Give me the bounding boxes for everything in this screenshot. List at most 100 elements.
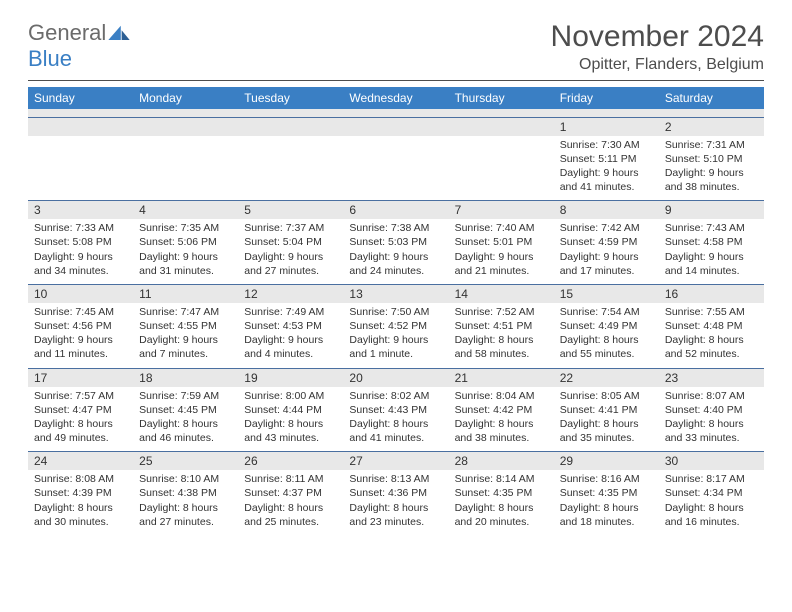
daylight-text-1: Daylight: 8 hours xyxy=(34,501,127,515)
daylight-text-1: Daylight: 9 hours xyxy=(139,333,232,347)
day-number-cell: 25 xyxy=(133,452,238,471)
day-number-cell: 13 xyxy=(343,284,448,303)
day-number-cell xyxy=(449,117,554,136)
daylight-text-2: and 33 minutes. xyxy=(665,431,758,445)
day-number-cell: 21 xyxy=(449,368,554,387)
daynum-row: 12 xyxy=(28,117,764,136)
daylight-text-1: Daylight: 9 hours xyxy=(560,250,653,264)
daylight-text-1: Daylight: 9 hours xyxy=(34,333,127,347)
sunrise-text: Sunrise: 8:11 AM xyxy=(244,472,337,486)
day-number-cell: 24 xyxy=(28,452,133,471)
day-detail-cell: Sunrise: 7:50 AMSunset: 4:52 PMDaylight:… xyxy=(343,303,448,368)
day-number-cell: 11 xyxy=(133,284,238,303)
day-number-cell: 5 xyxy=(238,201,343,220)
daylight-text-2: and 38 minutes. xyxy=(665,180,758,194)
day-number-cell: 7 xyxy=(449,201,554,220)
sunset-text: Sunset: 4:36 PM xyxy=(349,486,442,500)
day-detail-cell: Sunrise: 8:11 AMSunset: 4:37 PMDaylight:… xyxy=(238,470,343,535)
sunset-text: Sunset: 4:58 PM xyxy=(665,235,758,249)
daylight-text-1: Daylight: 8 hours xyxy=(455,501,548,515)
day-detail-cell: Sunrise: 7:47 AMSunset: 4:55 PMDaylight:… xyxy=(133,303,238,368)
day-detail-cell: Sunrise: 8:05 AMSunset: 4:41 PMDaylight:… xyxy=(554,387,659,452)
day-number-cell: 19 xyxy=(238,368,343,387)
day-number-cell: 26 xyxy=(238,452,343,471)
sunset-text: Sunset: 4:51 PM xyxy=(455,319,548,333)
daylight-text-1: Daylight: 9 hours xyxy=(455,250,548,264)
sunset-text: Sunset: 5:11 PM xyxy=(560,152,653,166)
sunrise-text: Sunrise: 8:07 AM xyxy=(665,389,758,403)
daylight-text-1: Daylight: 8 hours xyxy=(139,501,232,515)
day-detail-cell xyxy=(133,136,238,201)
sunrise-text: Sunrise: 8:02 AM xyxy=(349,389,442,403)
daylight-text-2: and 30 minutes. xyxy=(34,515,127,529)
daylight-text-1: Daylight: 8 hours xyxy=(349,417,442,431)
daylight-text-2: and 25 minutes. xyxy=(244,515,337,529)
sunset-text: Sunset: 4:37 PM xyxy=(244,486,337,500)
sunrise-text: Sunrise: 7:49 AM xyxy=(244,305,337,319)
daylight-text-1: Daylight: 8 hours xyxy=(665,333,758,347)
daylight-text-1: Daylight: 8 hours xyxy=(665,417,758,431)
sunrise-text: Sunrise: 7:43 AM xyxy=(665,221,758,235)
daylight-text-1: Daylight: 8 hours xyxy=(139,417,232,431)
sunrise-text: Sunrise: 8:14 AM xyxy=(455,472,548,486)
sunrise-text: Sunrise: 7:31 AM xyxy=(665,138,758,152)
daylight-text-2: and 34 minutes. xyxy=(34,264,127,278)
daylight-text-2: and 31 minutes. xyxy=(139,264,232,278)
day-detail-cell: Sunrise: 7:35 AMSunset: 5:06 PMDaylight:… xyxy=(133,219,238,284)
daylight-text-2: and 41 minutes. xyxy=(349,431,442,445)
daylight-text-1: Daylight: 8 hours xyxy=(560,501,653,515)
day-number-cell: 28 xyxy=(449,452,554,471)
logo: General Blue xyxy=(28,20,130,72)
day-number-cell: 22 xyxy=(554,368,659,387)
daylight-text-1: Daylight: 9 hours xyxy=(349,250,442,264)
sunset-text: Sunset: 5:01 PM xyxy=(455,235,548,249)
sunrise-text: Sunrise: 7:55 AM xyxy=(665,305,758,319)
daylight-text-2: and 4 minutes. xyxy=(244,347,337,361)
daylight-text-1: Daylight: 9 hours xyxy=(349,333,442,347)
sunset-text: Sunset: 4:35 PM xyxy=(455,486,548,500)
sunrise-text: Sunrise: 7:38 AM xyxy=(349,221,442,235)
daylight-text-1: Daylight: 9 hours xyxy=(244,333,337,347)
sunset-text: Sunset: 4:38 PM xyxy=(139,486,232,500)
day-detail-cell: Sunrise: 7:42 AMSunset: 4:59 PMDaylight:… xyxy=(554,219,659,284)
header: General Blue November 2024 Opitter, Flan… xyxy=(28,20,764,74)
day-detail-cell: Sunrise: 8:04 AMSunset: 4:42 PMDaylight:… xyxy=(449,387,554,452)
sunset-text: Sunset: 4:44 PM xyxy=(244,403,337,417)
daylight-text-2: and 41 minutes. xyxy=(560,180,653,194)
sunset-text: Sunset: 4:43 PM xyxy=(349,403,442,417)
daylight-text-1: Daylight: 9 hours xyxy=(560,166,653,180)
daylight-text-1: Daylight: 9 hours xyxy=(244,250,337,264)
day-number-cell: 1 xyxy=(554,117,659,136)
daynum-row: 10111213141516 xyxy=(28,284,764,303)
daylight-text-2: and 43 minutes. xyxy=(244,431,337,445)
daylight-text-1: Daylight: 8 hours xyxy=(34,417,127,431)
day-number-cell: 8 xyxy=(554,201,659,220)
logo-text-blue: Blue xyxy=(28,46,72,71)
daylight-text-1: Daylight: 8 hours xyxy=(455,333,548,347)
sunrise-text: Sunrise: 7:45 AM xyxy=(34,305,127,319)
sunset-text: Sunset: 4:41 PM xyxy=(560,403,653,417)
day-detail-cell: Sunrise: 7:38 AMSunset: 5:03 PMDaylight:… xyxy=(343,219,448,284)
day-number-cell: 2 xyxy=(659,117,764,136)
daylight-text-2: and 21 minutes. xyxy=(455,264,548,278)
sunset-text: Sunset: 4:45 PM xyxy=(139,403,232,417)
sunrise-text: Sunrise: 8:13 AM xyxy=(349,472,442,486)
daylight-text-1: Daylight: 8 hours xyxy=(455,417,548,431)
day-detail-cell: Sunrise: 8:14 AMSunset: 4:35 PMDaylight:… xyxy=(449,470,554,535)
day-detail-cell: Sunrise: 7:30 AMSunset: 5:11 PMDaylight:… xyxy=(554,136,659,201)
day-detail-cell: Sunrise: 7:40 AMSunset: 5:01 PMDaylight:… xyxy=(449,219,554,284)
daylight-text-1: Daylight: 8 hours xyxy=(560,333,653,347)
sunset-text: Sunset: 4:47 PM xyxy=(34,403,127,417)
logo-sail-icon xyxy=(108,24,130,40)
sunrise-text: Sunrise: 7:42 AM xyxy=(560,221,653,235)
sunset-text: Sunset: 4:56 PM xyxy=(34,319,127,333)
daylight-text-2: and 27 minutes. xyxy=(244,264,337,278)
day-detail-cell: Sunrise: 7:33 AMSunset: 5:08 PMDaylight:… xyxy=(28,219,133,284)
day-detail-cell: Sunrise: 7:55 AMSunset: 4:48 PMDaylight:… xyxy=(659,303,764,368)
dayhead-sat: Saturday xyxy=(659,87,764,109)
day-detail-cell: Sunrise: 8:10 AMSunset: 4:38 PMDaylight:… xyxy=(133,470,238,535)
detail-row: Sunrise: 7:30 AMSunset: 5:11 PMDaylight:… xyxy=(28,136,764,201)
day-number-cell: 4 xyxy=(133,201,238,220)
sunrise-text: Sunrise: 7:54 AM xyxy=(560,305,653,319)
daylight-text-1: Daylight: 9 hours xyxy=(34,250,127,264)
